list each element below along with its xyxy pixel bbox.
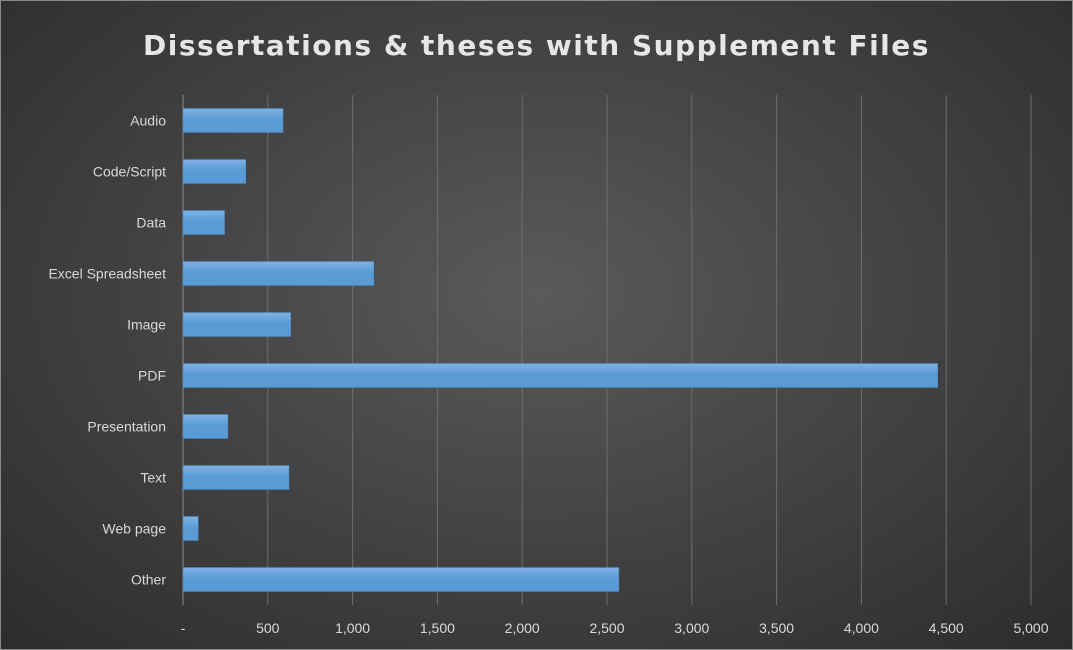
category-label: Code/Script [93,164,166,180]
category-label: Other [131,572,166,588]
bar-other [182,567,620,592]
category-label: Text [140,470,166,486]
x-tick-label: 3,500 [759,620,794,636]
category-label: Audio [130,113,166,129]
bar-web-page [182,516,199,541]
x-tick-label: 4,000 [844,620,879,636]
bar-data [182,210,225,235]
category-label: Presentation [87,419,166,435]
category-label: Web page [102,521,166,537]
bar-pdf [182,363,938,388]
bar-code-script [182,159,247,184]
category-label: Excel Spreadsheet [48,266,166,282]
category-label: Data [136,215,166,231]
x-tick-label: - [181,620,186,636]
category-label: Image [127,317,166,333]
bar-image [182,312,291,337]
bar-presentation [182,414,229,439]
x-tick-label: 1,500 [420,620,455,636]
x-tick-label: 3,000 [674,620,709,636]
category-label: PDF [138,368,166,384]
x-tick-label: 1,000 [335,620,370,636]
x-tick-label: 2,500 [589,620,624,636]
bar-text [182,465,290,490]
chart-title: Dissertations & theses with Supplement F… [143,29,930,62]
x-tick-label: 4,500 [929,620,964,636]
x-tick-label: 5,000 [1013,620,1048,636]
bar-excel-spreadsheet [182,261,375,286]
x-tick-label: 2,000 [505,620,540,636]
x-tick-label: 500 [256,620,280,636]
bar-audio [182,108,284,133]
